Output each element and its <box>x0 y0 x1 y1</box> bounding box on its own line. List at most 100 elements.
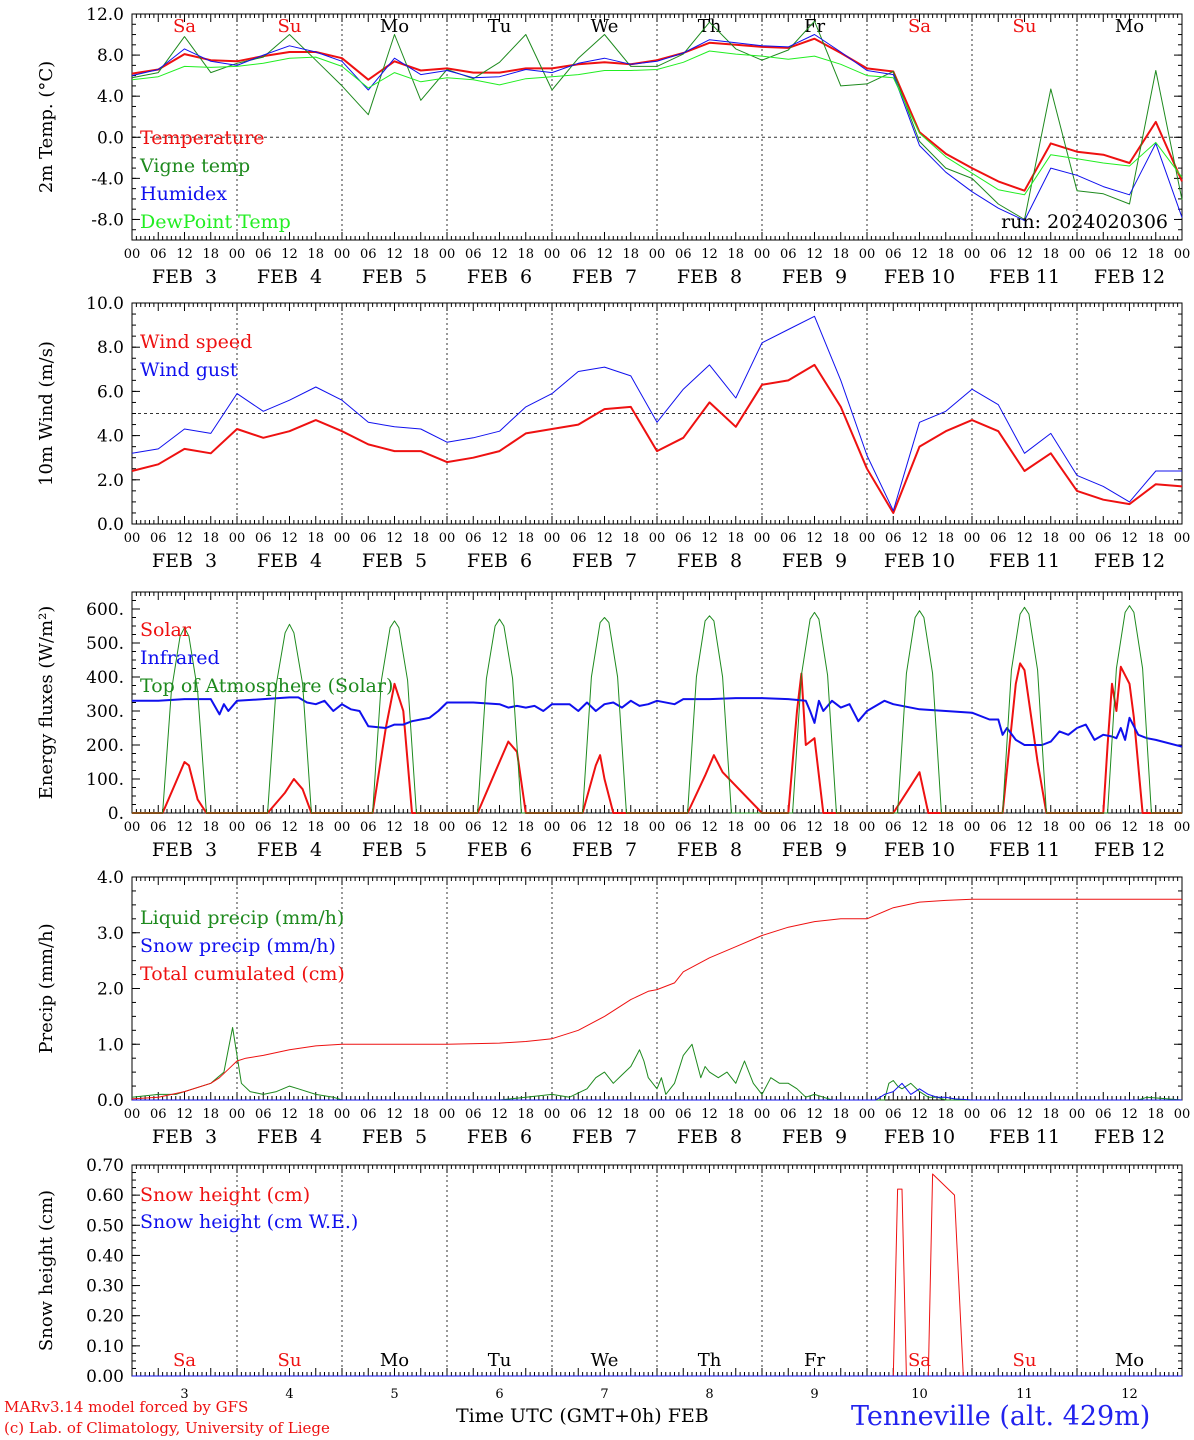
date-label: FEB 10 <box>884 1126 955 1148</box>
hour-tick-label: 18 <box>412 820 429 835</box>
ytick-label: 200. <box>86 736 124 756</box>
hour-tick-label: 06 <box>675 820 692 835</box>
day-number-label: 8 <box>705 1387 713 1402</box>
weekday-label: Su <box>278 16 302 37</box>
hour-tick-label: 06 <box>255 1107 272 1122</box>
date-label: FEB 10 <box>884 266 955 288</box>
hour-tick-label: 00 <box>544 820 561 835</box>
ytick-label: 4.0 <box>97 427 124 447</box>
weekday-label: Fr <box>804 16 825 37</box>
hour-tick-label: 00 <box>439 531 456 546</box>
date-label: FEB 8 <box>677 839 742 861</box>
hour-tick-label: 18 <box>937 531 954 546</box>
series-line-wind-speed <box>131 363 1183 514</box>
ytick-label: 0.40 <box>86 1246 124 1266</box>
xaxis-title-text: Time UTC (GMT+0h) <box>456 1405 662 1427</box>
date-label: FEB 9 <box>782 839 847 861</box>
hour-tick-label: 12 <box>386 1107 403 1122</box>
panel-wind: 0.0 2.0 4.0 6.0 8.0 10.0 10m Wind (m/s) 00 06 12 1… <box>36 294 1190 572</box>
hour-tick-label: 18 <box>1042 531 1059 546</box>
hour-tick-label: 00 <box>964 531 981 546</box>
legend-entry: Temperature <box>140 127 264 149</box>
hour-tick-label: 12 <box>911 531 928 546</box>
weekday-label: Fr <box>804 1350 825 1371</box>
hour-tick-label: 12 <box>491 820 508 835</box>
hour-tick-label: 12 <box>596 820 613 835</box>
hour-tick-label: 00 <box>1174 531 1191 546</box>
date-label: FEB 3 <box>152 839 217 861</box>
hour-tick-label: 00 <box>124 1107 141 1122</box>
date-label: FEB 11 <box>989 550 1060 572</box>
hour-tick-label: 00 <box>649 531 666 546</box>
hour-tick-label: 18 <box>1147 1107 1164 1122</box>
hour-tick-label: 18 <box>832 531 849 546</box>
yaxis-label: 2m Temp. (°C) <box>36 61 57 193</box>
hour-tick-label: 18 <box>202 1107 219 1122</box>
ytick-label: 300. <box>86 702 124 722</box>
date-label: FEB 5 <box>362 550 427 572</box>
hour-tick-label: 00 <box>964 1107 981 1122</box>
weekday-label: Th <box>698 16 722 37</box>
day-number-label: 11 <box>1016 1387 1033 1402</box>
xaxis-title: Time UTC (GMT+0h) FEB <box>456 1405 709 1427</box>
hour-tick-label: 12 <box>596 531 613 546</box>
hour-tick-label: 00 <box>439 820 456 835</box>
hour-tick-label: 00 <box>439 1107 456 1122</box>
hour-tick-label: 12 <box>386 247 403 262</box>
ytick-label: -4.0 <box>91 169 124 189</box>
hour-tick-label: 12 <box>176 531 193 546</box>
date-label: FEB 5 <box>362 266 427 288</box>
hour-tick-label: 00 <box>649 820 666 835</box>
hour-tick-label: 00 <box>754 247 771 262</box>
hour-tick-label: 18 <box>832 247 849 262</box>
ytick-label: 8.0 <box>97 338 124 358</box>
weekday-label: Sa <box>173 16 196 37</box>
ytick-label: 0.0 <box>97 1091 124 1111</box>
hour-tick-label: 18 <box>307 1107 324 1122</box>
series-line-total-cumulated-cm <box>131 898 1182 1100</box>
date-label: FEB 6 <box>467 839 532 861</box>
hour-tick-label: 06 <box>570 820 587 835</box>
ytick-label: 12.0 <box>86 5 124 25</box>
hour-tick-label: 00 <box>649 247 666 262</box>
hour-tick-label: 18 <box>622 820 639 835</box>
date-label: FEB 11 <box>989 1126 1060 1148</box>
hour-tick-label: 00 <box>1174 247 1191 262</box>
hour-tick-label: 00 <box>544 1107 561 1122</box>
yaxis-label: Precip (mm/h) <box>36 923 57 1053</box>
date-label: FEB 7 <box>572 550 637 572</box>
hour-tick-label: 00 <box>229 820 246 835</box>
day-number-label: 5 <box>390 1387 398 1402</box>
hour-tick-label: 06 <box>150 247 167 262</box>
hour-tick-label: 00 <box>754 1107 771 1122</box>
hour-tick-label: 00 <box>229 1107 246 1122</box>
date-label: FEB 9 <box>782 1126 847 1148</box>
day-number-label: 7 <box>600 1387 608 1402</box>
station-name: Tenneville (alt. 429m) <box>851 1401 1151 1432</box>
hour-tick-label: 06 <box>885 820 902 835</box>
weekday-label: Sa <box>908 1350 931 1371</box>
hour-tick-label: 12 <box>281 531 298 546</box>
hour-tick-label: 00 <box>1069 1107 1086 1122</box>
hour-tick-label: 00 <box>439 247 456 262</box>
hour-tick-label: 12 <box>806 820 823 835</box>
hour-tick-label: 06 <box>1095 531 1112 546</box>
hour-tick-label: 12 <box>386 531 403 546</box>
hour-tick-label: 06 <box>885 247 902 262</box>
hour-tick-label: 18 <box>1042 247 1059 262</box>
hour-tick-label: 06 <box>1095 1107 1112 1122</box>
day-number-label: 3 <box>180 1387 188 1402</box>
weekday-label: Sa <box>908 16 931 37</box>
hour-tick-label: 18 <box>517 531 534 546</box>
legend-entry: Humidex <box>140 183 227 205</box>
hour-tick-label: 18 <box>307 531 324 546</box>
hour-tick-label: 06 <box>885 531 902 546</box>
hour-tick-label: 12 <box>176 1107 193 1122</box>
ytick-label: 8.0 <box>97 46 124 66</box>
series-line-snow-precip-mm-h <box>132 1082 1182 1101</box>
weekday-label: Sa <box>173 1350 196 1371</box>
hour-tick-label: 06 <box>990 531 1007 546</box>
series-line-dewpoint-temp <box>131 50 1183 196</box>
ytick-label: 0. <box>108 804 124 824</box>
hour-tick-label: 18 <box>727 531 744 546</box>
